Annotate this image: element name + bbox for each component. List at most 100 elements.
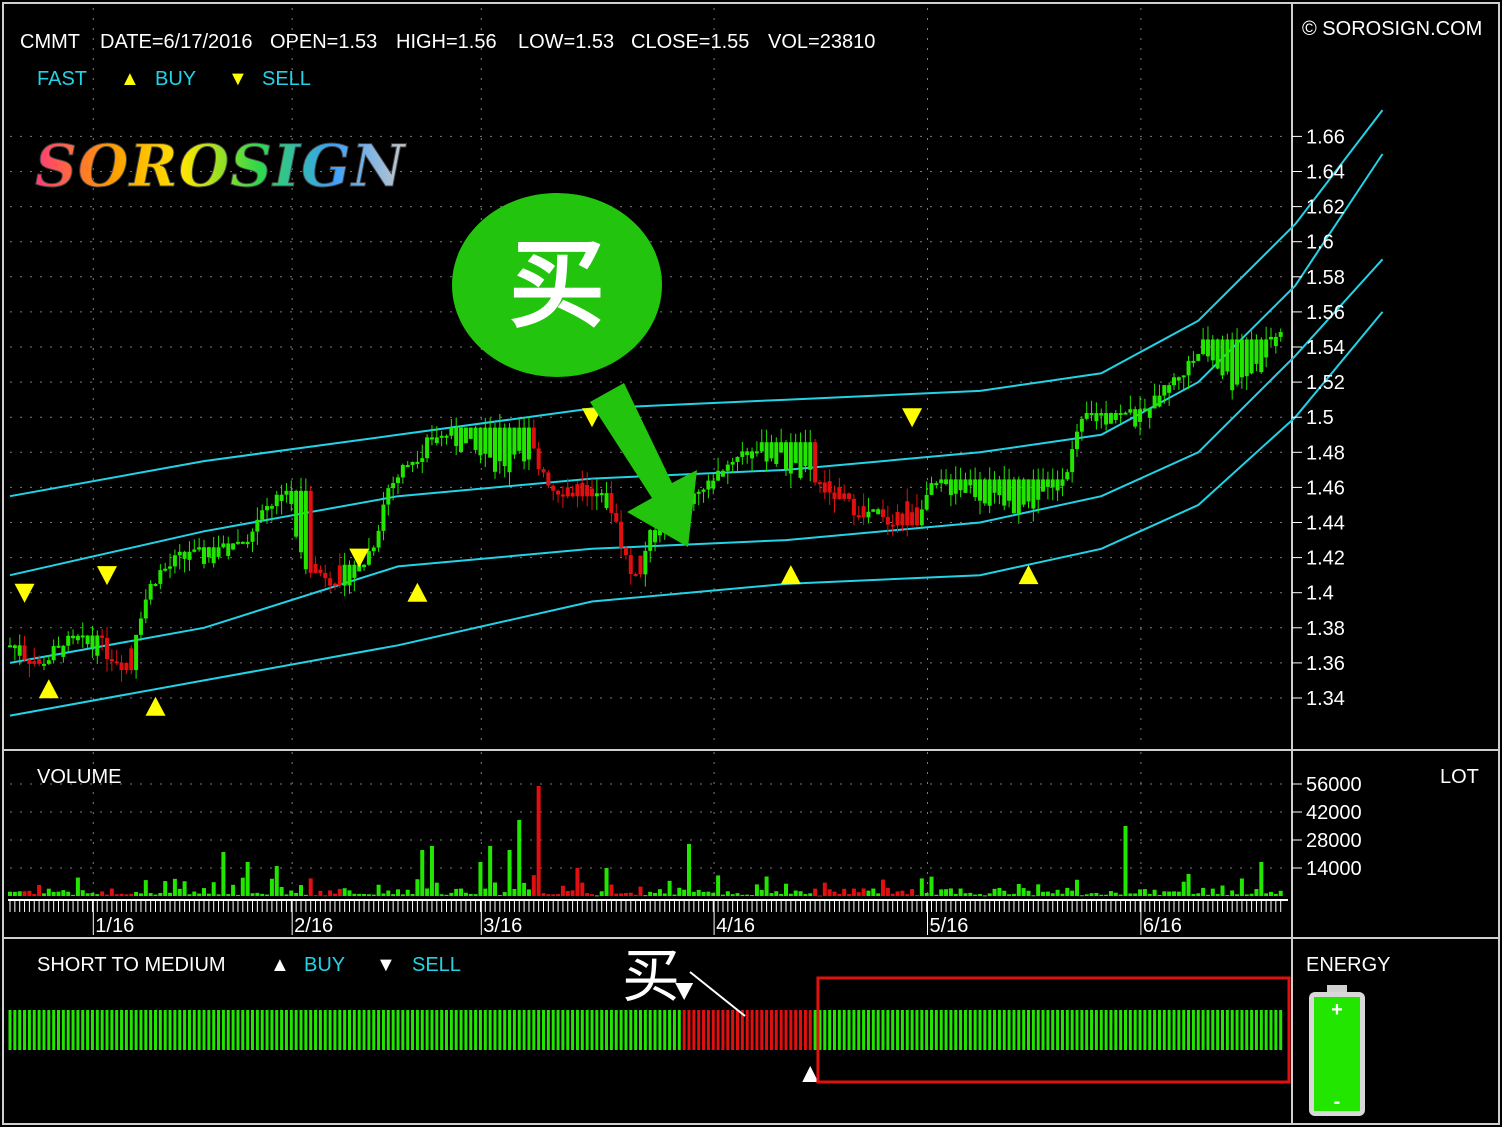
indicator-bars — [8, 976, 1291, 1084]
volume-bar — [517, 820, 522, 896]
indicator-bar — [789, 1010, 793, 1050]
candle-body — [720, 470, 725, 477]
indicator-bar — [716, 1010, 720, 1050]
candle-body — [454, 427, 459, 447]
volume-tick-label: 28000 — [1306, 830, 1362, 852]
indicator-bar — [837, 1010, 841, 1050]
indicator-bar — [352, 1010, 356, 1050]
volume-bar — [357, 893, 362, 896]
indicator-bar — [144, 1010, 148, 1050]
candle-body — [759, 442, 764, 452]
date-tick-label: 5/16 — [930, 915, 969, 937]
indicator-bar — [1240, 1010, 1244, 1050]
indicator-bar — [445, 1010, 448, 1050]
volume-bar — [255, 892, 260, 896]
indicator-bar — [828, 1010, 832, 1050]
indicator-bar — [1056, 1010, 1060, 1050]
indicator-bar — [163, 1010, 167, 1050]
indicator-bar — [721, 1010, 725, 1050]
candle-body — [779, 442, 784, 453]
indicator-bar — [47, 1010, 51, 1050]
indicator-bar — [459, 1010, 463, 1050]
volume-bar — [410, 893, 415, 896]
volume-bar — [1157, 894, 1162, 896]
volume-bar — [134, 891, 139, 896]
volume-bar — [817, 895, 822, 897]
volume-bar — [1079, 895, 1084, 897]
indicator-bar — [207, 1010, 211, 1050]
candle-body — [1104, 413, 1109, 425]
buy-signal-icon — [38, 679, 59, 699]
price-tick-label: 1.54 — [1306, 337, 1345, 359]
volume-bar — [1104, 894, 1109, 896]
indicator-bar — [226, 1010, 230, 1050]
indicator-bar — [769, 1010, 773, 1050]
indicator-bar — [110, 1010, 114, 1050]
candle-body — [1278, 332, 1283, 337]
volume-bar — [958, 888, 963, 896]
volume-bar — [1273, 893, 1278, 896]
candle-body — [250, 531, 255, 542]
indicator-bar — [1128, 1010, 1132, 1050]
indicator-bar — [18, 1010, 22, 1050]
volume-bar — [1142, 889, 1147, 896]
candle-body — [992, 479, 997, 493]
candle-body — [332, 583, 337, 586]
candle-body — [105, 637, 109, 660]
indicator-bar — [677, 1010, 681, 1050]
volume-bar — [842, 888, 847, 896]
candle-body — [973, 479, 978, 498]
indicator-bar — [1090, 1010, 1094, 1050]
candle-body — [944, 479, 949, 485]
volume-tick-label: 56000 — [1306, 774, 1362, 796]
volume-bar — [735, 893, 740, 896]
indicator-bar — [842, 1010, 846, 1050]
candle-body — [711, 480, 716, 489]
candle-body — [842, 493, 847, 499]
candle-body — [56, 645, 61, 648]
volume-bar — [240, 877, 245, 896]
volume-bar — [1026, 890, 1031, 896]
volume-bar — [129, 893, 134, 896]
date-tick-label: 6/16 — [1143, 915, 1182, 937]
indicator-bar — [1002, 1010, 1006, 1050]
volume-bar — [987, 893, 992, 896]
volume-bar — [914, 894, 919, 896]
indicator-bar — [600, 1010, 604, 1050]
indicator-bar — [343, 1010, 347, 1050]
indicator-bar — [508, 1010, 512, 1050]
volume-bar — [788, 893, 793, 896]
candle-body — [774, 442, 779, 464]
candle-body — [129, 648, 134, 671]
indicator-bar — [794, 1010, 798, 1050]
volume-bar — [1225, 894, 1230, 896]
candle-body — [386, 488, 391, 505]
indicator-bar — [1157, 1010, 1161, 1050]
candle-body — [856, 515, 861, 518]
indicator-label: SHORT TO MEDIUM — [37, 954, 226, 976]
volume-bar — [308, 878, 313, 896]
indicator-bar — [168, 1010, 172, 1050]
indicator-bar — [537, 1010, 541, 1050]
candle-body — [740, 451, 745, 457]
indicator-bar — [517, 1010, 521, 1050]
candle-body — [517, 427, 522, 451]
volume-bar — [822, 882, 827, 896]
axes: 1.34 1.36 1.38 1.4 1.42 1.44 1.46 1.48 1.5 1.52 1.… — [8, 126, 1362, 937]
candle-body — [279, 494, 284, 502]
volume-bar — [318, 890, 323, 896]
indicator-bar — [260, 1010, 264, 1050]
indicator-bar — [86, 1010, 90, 1050]
candle-body — [255, 519, 260, 532]
candle-body — [1133, 409, 1138, 427]
candle-body — [968, 479, 973, 486]
candle-body — [148, 583, 153, 600]
band-lower_outer — [9, 311, 1384, 717]
candle-body — [342, 564, 347, 586]
volume-bar — [1108, 891, 1113, 896]
volume-bar — [813, 888, 818, 896]
volume-bar — [876, 893, 881, 896]
indicator-bar — [963, 1010, 967, 1050]
candle-body — [1026, 479, 1031, 502]
volume-bar — [12, 891, 17, 896]
